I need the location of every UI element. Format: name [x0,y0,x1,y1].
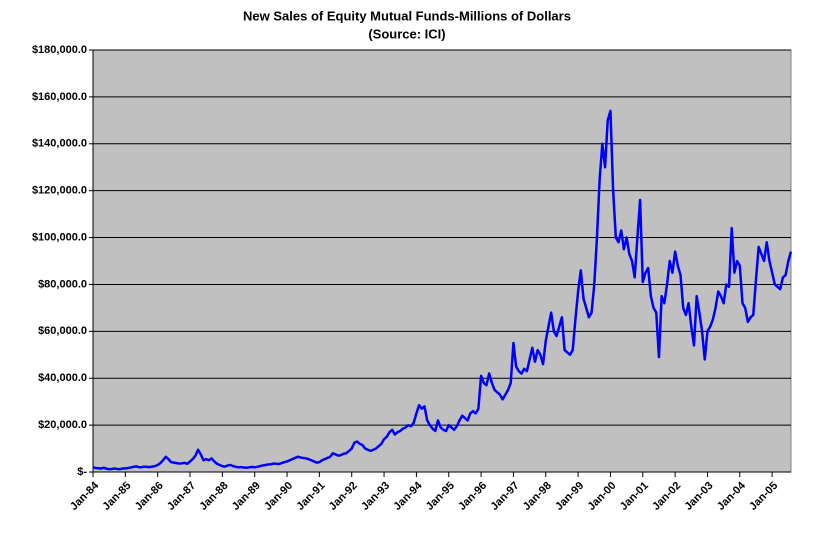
y-tick-label: $40,000.0 [38,372,87,384]
y-tick-label: $60,000.0 [38,325,87,337]
chart-subtitle: (Source: ICI) [368,26,445,41]
y-tick-label: $140,000.0 [32,138,87,150]
y-tick-label: $100,000.0 [32,231,87,243]
y-tick-label: $20,000.0 [38,419,87,431]
y-tick-label: $80,000.0 [38,278,87,290]
y-tick-label: $160,000.0 [32,91,87,103]
y-tick-label: $180,000.0 [32,44,87,56]
y-tick-label: $- [77,466,87,478]
plot-area [92,49,792,473]
chart-title: New Sales of Equity Mutual Funds-Million… [243,8,571,23]
line-series [92,109,793,471]
y-tick-label: $120,000.0 [32,185,87,197]
